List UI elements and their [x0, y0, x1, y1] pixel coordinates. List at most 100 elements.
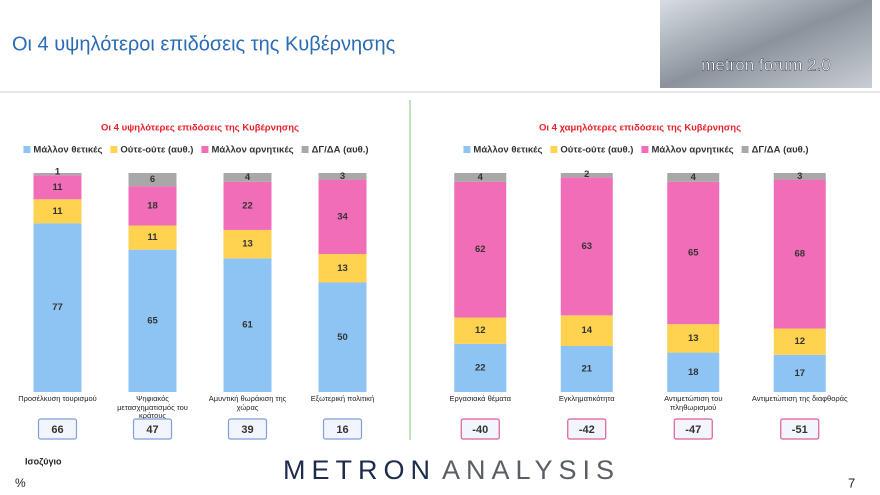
x-tick-label: Αντιμετώπιση της διαφθοράς [751, 395, 848, 403]
legend-label: Μάλλον θετικές [33, 145, 102, 156]
bar-segment [667, 181, 720, 325]
data-label: 63 [581, 241, 592, 252]
data-label: 17 [794, 368, 805, 379]
legend-label: Μάλλον αρνητικές [651, 145, 733, 156]
data-label: 11 [52, 206, 63, 217]
bar-segment [454, 343, 507, 392]
balance-box [673, 418, 713, 440]
bar-segment [318, 282, 367, 392]
header-image [660, 0, 872, 88]
data-label: 12 [794, 336, 805, 347]
balance-box [227, 418, 268, 440]
data-label: 13 [337, 263, 348, 274]
bar-segment [667, 173, 720, 182]
data-label: 4 [478, 172, 484, 183]
legend-swatch [23, 146, 31, 153]
data-label: 61 [242, 320, 253, 331]
x-tick-label: Εξωτερική πολιτική [310, 395, 375, 403]
bar-segment [33, 175, 82, 200]
legend-swatch [301, 146, 309, 153]
bar-segment [454, 173, 507, 182]
balance-value: 16 [336, 424, 348, 436]
balance-value: 66 [51, 424, 63, 436]
bar-segment [223, 258, 272, 392]
bar-segment [128, 173, 177, 187]
x-tick-label: Εγκληματικότητα [558, 395, 615, 403]
data-label: 22 [475, 362, 486, 373]
category-label: Προσέλκυση τουρισμού [18, 395, 97, 403]
bar-segment [773, 354, 826, 392]
data-label: 22 [242, 200, 253, 211]
data-label: 12 [475, 325, 486, 336]
balance-value: -40 [472, 424, 488, 436]
category-label: Εργασιακά θέματα [449, 395, 511, 403]
data-label: 14 [581, 325, 592, 336]
legend-item: Ούτε-ούτε (αυθ.) [550, 145, 633, 156]
data-label: 6 [150, 174, 155, 185]
bar-segment [223, 181, 272, 230]
x-tick-label: Εργασιακά θέματα [449, 395, 511, 403]
bar-segment [454, 181, 507, 318]
x-tick-label: Αντιμετώπιση του πληθωρισμού [664, 395, 723, 412]
bar-segment [33, 199, 82, 224]
data-label: 4 [691, 172, 697, 183]
legend-swatch [463, 146, 471, 153]
balance-value: -47 [685, 424, 701, 436]
chart-title: Οι 4 υψηλότερες επιδόσεις της Κυβέρνησης [101, 123, 299, 134]
data-label: 1 [55, 167, 61, 178]
legend-swatch [110, 146, 118, 153]
bar-segment [223, 229, 272, 259]
category-label: Αμυντική θωράκιση της χώρας [208, 395, 287, 412]
unit: % [15, 476, 26, 490]
legend-label: ΔΓ/ΔΑ (αυθ.) [312, 145, 369, 156]
x-tick-label: Αμυντική θωράκιση της χώρας [208, 395, 287, 412]
bar-segment [454, 317, 507, 344]
data-label: 65 [147, 315, 158, 326]
balance-box [567, 418, 607, 440]
legend-swatch [550, 146, 558, 153]
category-label: Αντιμετώπιση της διαφθοράς [751, 395, 848, 403]
balance-box [460, 418, 500, 440]
data-label: 18 [147, 200, 158, 211]
data-label: 2 [584, 169, 589, 180]
balance-value: -51 [792, 424, 808, 436]
logo: ANALYSIS [442, 455, 620, 485]
bar-segment [560, 346, 613, 392]
legend-item: Μάλλον θετικές [463, 145, 542, 156]
data-label: 21 [581, 364, 592, 375]
balance-value: 47 [146, 424, 158, 436]
legend-item: Μάλλον θετικές [23, 145, 102, 156]
page-number: 7 [848, 475, 855, 490]
bar-segment [33, 223, 82, 392]
bar-segment [223, 173, 272, 182]
bar-segment [773, 179, 826, 329]
legend-item: ΔΓ/ΔΑ (αυθ.) [741, 145, 809, 156]
bar-segment [560, 315, 613, 347]
data-label: 68 [794, 249, 805, 260]
bar-segment [560, 177, 613, 316]
legend-item: Μάλλον αρνητικές [201, 145, 294, 156]
bar-segment [318, 254, 367, 283]
data-label: 18 [688, 367, 699, 378]
legend-label: Μάλλον θετικές [473, 145, 542, 156]
bar-segment [667, 324, 720, 353]
balance-box [37, 418, 78, 440]
balance-value: -42 [579, 424, 595, 436]
bar-segment [667, 352, 720, 392]
legend-swatch [201, 146, 209, 153]
chart-title: Οι 4 χαμηλότερες επιδόσεις της Κυβέρνηση… [539, 123, 741, 134]
page-title: Οι 4 υψηλότεροι επιδόσεις της Κυβέρνησης [12, 33, 396, 55]
legend-swatch [741, 146, 749, 153]
legend-item: Ούτε-ούτε (αυθ.) [110, 145, 193, 156]
badge: metron forum 2.0 [701, 55, 830, 74]
bar-segment [560, 173, 613, 178]
category-label: Αντιμετώπιση του πληθωρισμού [664, 395, 723, 412]
legend-swatch [641, 146, 649, 153]
data-label: 4 [245, 172, 251, 183]
legend-label: ΔΓ/ΔΑ (αυθ.) [752, 145, 809, 156]
category-label: Εγκληματικότητα [558, 395, 615, 403]
legend-label: Ούτε-ούτε (αυθ.) [120, 145, 193, 156]
legend-item: Μάλλον αρνητικές [641, 145, 734, 156]
data-label: 11 [147, 232, 158, 243]
